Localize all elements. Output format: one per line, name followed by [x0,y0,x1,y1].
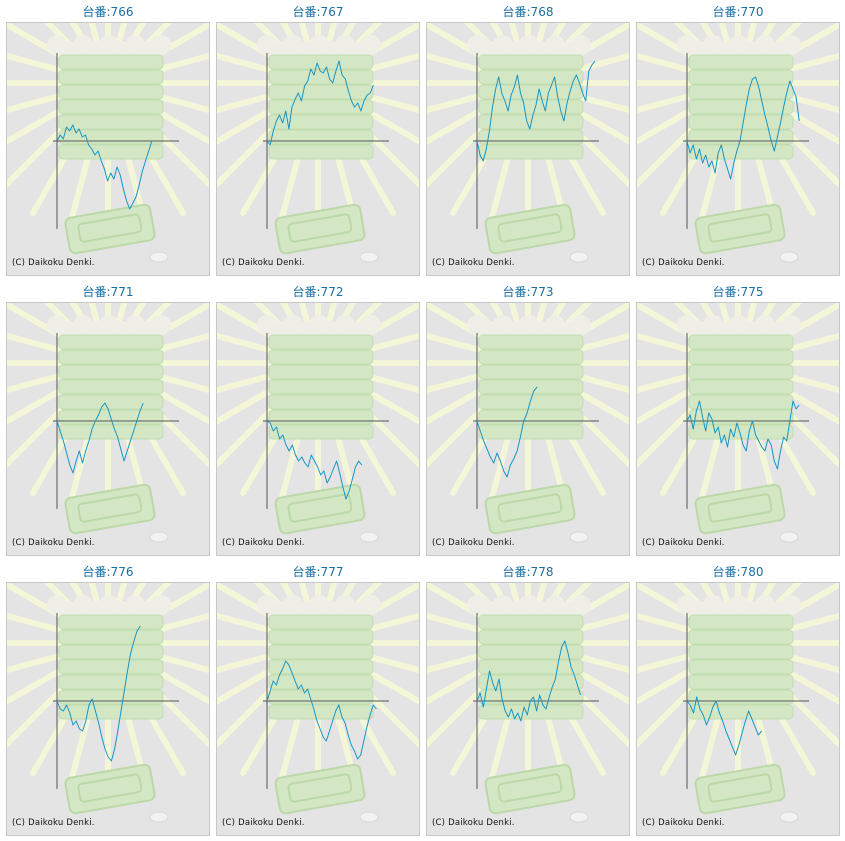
series-line [56,402,144,474]
machine-background [7,583,209,823]
chart-svg [7,583,209,823]
chart-svg [7,303,209,543]
copyright-label: (C) Daikoku Denki. [432,818,515,828]
copyright-label: (C) Daikoku Denki. [642,258,725,268]
chart-svg [427,23,629,263]
chart-panel: (C) Daikoku Denki. [426,582,630,836]
chart-title[interactable]: 台番:775 [712,285,764,299]
chart-title[interactable]: 台番:771 [82,285,134,299]
series-line [266,420,363,500]
chart-panel: (C) Daikoku Denki. [426,302,630,556]
machine-background [427,303,629,543]
copyright-label: (C) Daikoku Denki. [12,818,95,828]
chart-panel: (C) Daikoku Denki. [6,22,210,276]
chart-panel: (C) Daikoku Denki. [6,582,210,836]
copyright-label: (C) Daikoku Denki. [222,538,305,548]
machine-background [7,303,209,543]
chart-panel: (C) Daikoku Denki. [636,582,840,836]
copyright-label: (C) Daikoku Denki. [642,538,725,548]
chart-svg [427,583,629,823]
chart-title[interactable]: 台番:766 [82,5,134,19]
series-line [476,640,581,722]
chart-title[interactable]: 台番:778 [502,565,554,579]
chart-svg [217,23,419,263]
machine-background [637,583,839,823]
chart-title[interactable]: 台番:768 [502,5,554,19]
chart-svg [217,583,419,823]
chart-title[interactable]: 台番:773 [502,285,554,299]
machine-background [7,23,209,263]
series-line [686,400,800,470]
series-line [56,625,141,762]
chart-panel: (C) Daikoku Denki. [426,22,630,276]
chart-title[interactable]: 台番:776 [82,565,134,579]
chart-svg [637,583,839,823]
chart-svg [217,303,419,543]
chart-panel: (C) Daikoku Denki. [216,582,420,836]
series-line [56,124,153,210]
chart-panel: (C) Daikoku Denki. [6,302,210,556]
machine-background [217,23,419,263]
copyright-label: (C) Daikoku Denki. [12,258,95,268]
chart-title[interactable]: 台番:780 [712,565,764,579]
series-line [266,660,377,760]
chart-svg [427,303,629,543]
series-line [266,60,374,146]
chart-title[interactable]: 台番:777 [292,565,344,579]
series-line [686,76,800,180]
series-line [476,60,596,162]
machine-background [427,23,629,263]
chart-panel: (C) Daikoku Denki. [216,302,420,556]
machine-background [637,23,839,263]
chart-panel: (C) Daikoku Denki. [636,302,840,556]
series-line [686,696,762,756]
machine-background [217,303,419,543]
copyright-label: (C) Daikoku Denki. [12,538,95,548]
chart-panel: (C) Daikoku Denki. [216,22,420,276]
copyright-label: (C) Daikoku Denki. [222,258,305,268]
machine-background [217,583,419,823]
copyright-label: (C) Daikoku Denki. [432,258,515,268]
chart-title[interactable]: 台番:770 [712,5,764,19]
copyright-label: (C) Daikoku Denki. [642,818,725,828]
chart-svg [637,23,839,263]
machine-background [637,303,839,543]
chart-title[interactable]: 台番:767 [292,5,344,19]
chart-panel: (C) Daikoku Denki. [636,22,840,276]
machine-background [427,583,629,823]
copyright-label: (C) Daikoku Denki. [432,538,515,548]
chart-title[interactable]: 台番:772 [292,285,344,299]
copyright-label: (C) Daikoku Denki. [222,818,305,828]
chart-svg [7,23,209,263]
series-line [476,386,538,478]
chart-svg [637,303,839,543]
